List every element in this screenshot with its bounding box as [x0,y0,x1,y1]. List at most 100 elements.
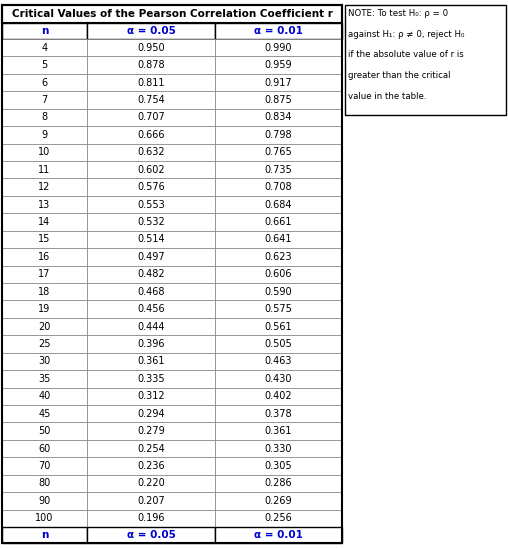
Text: 0.482: 0.482 [137,270,165,279]
Text: 0.575: 0.575 [265,304,293,314]
Text: 0.220: 0.220 [137,478,165,489]
Bar [215,405,342,422]
Bar [87,144,215,161]
Text: 6: 6 [42,77,48,88]
Text: 0.305: 0.305 [265,461,292,471]
Bar [2,248,87,266]
Bar [2,213,87,231]
Text: 35: 35 [38,374,51,384]
Text: 0.196: 0.196 [137,513,165,523]
Bar [215,370,342,388]
Bar [2,352,87,370]
Text: Critical Values of the Pearson Correlation Coefficient r: Critical Values of the Pearson Correlati… [12,9,332,19]
Text: 30: 30 [39,356,51,366]
Text: 11: 11 [39,165,51,175]
Text: 0.666: 0.666 [137,130,165,140]
Bar [87,335,215,352]
Bar [215,527,342,543]
Text: n: n [41,530,48,540]
Text: 80: 80 [39,478,51,489]
Text: 8: 8 [42,113,48,122]
Text: 0.430: 0.430 [265,374,292,384]
Bar [87,318,215,335]
Text: 70: 70 [38,461,51,471]
Bar [87,492,215,509]
Bar [87,39,215,57]
Text: 9: 9 [42,130,48,140]
Bar [87,283,215,300]
Bar [87,213,215,231]
Text: 0.378: 0.378 [265,408,292,419]
Text: 100: 100 [36,513,54,523]
Bar [215,231,342,248]
Bar [215,109,342,126]
Text: 0.561: 0.561 [265,322,292,332]
Bar [215,388,342,405]
Bar [87,509,215,527]
Bar [215,492,342,509]
Bar [215,196,342,213]
Bar [215,318,342,335]
Text: 17: 17 [38,270,51,279]
Text: 0.468: 0.468 [137,287,165,296]
Bar [215,161,342,178]
Text: 0.684: 0.684 [265,200,292,210]
Text: 19: 19 [39,304,51,314]
Text: 20: 20 [38,322,51,332]
Bar [215,39,342,57]
Text: 0.505: 0.505 [265,339,293,349]
Text: 0.834: 0.834 [265,113,292,122]
Text: 0.602: 0.602 [137,165,165,175]
Text: 0.950: 0.950 [137,43,165,53]
Bar [87,405,215,422]
Text: 0.917: 0.917 [265,77,292,88]
Text: greater than the critical: greater than the critical [348,71,451,80]
Text: α = 0.01: α = 0.01 [254,530,303,540]
Bar [87,527,215,543]
Text: n: n [41,26,48,36]
Text: value in the table.: value in the table. [348,92,427,101]
Bar [345,5,506,115]
Text: 0.661: 0.661 [265,217,292,227]
Bar [215,422,342,440]
Text: 0.875: 0.875 [265,95,293,105]
Text: 0.361: 0.361 [265,426,292,436]
Bar [2,370,87,388]
Text: 16: 16 [39,252,51,262]
Bar [2,5,342,543]
Text: 25: 25 [38,339,51,349]
Text: 50: 50 [38,426,51,436]
Bar [87,231,215,248]
Text: 0.256: 0.256 [265,513,293,523]
Bar [215,352,342,370]
Bar [2,440,87,457]
Bar [87,300,215,318]
Bar [87,266,215,283]
Bar [215,509,342,527]
Text: 5: 5 [41,60,48,70]
Bar [215,283,342,300]
Text: 0.754: 0.754 [137,95,165,105]
Bar [87,475,215,492]
Bar [215,23,342,39]
Text: 0.396: 0.396 [137,339,165,349]
Text: 0.811: 0.811 [137,77,165,88]
Bar [215,266,342,283]
Bar [2,457,87,475]
Text: 0.990: 0.990 [265,43,292,53]
Text: 0.497: 0.497 [137,252,165,262]
Text: 0.236: 0.236 [137,461,165,471]
Bar [87,370,215,388]
Bar [2,178,87,196]
Bar [215,248,342,266]
Text: 0.878: 0.878 [137,60,165,70]
Text: NOTE: To test H₀: ρ = 0: NOTE: To test H₀: ρ = 0 [348,9,448,18]
Text: 0.279: 0.279 [137,426,165,436]
Bar [87,196,215,213]
Text: 18: 18 [39,287,51,296]
Bar [2,144,87,161]
Bar [2,283,87,300]
Bar [2,318,87,335]
Bar [215,457,342,475]
Bar [215,475,342,492]
